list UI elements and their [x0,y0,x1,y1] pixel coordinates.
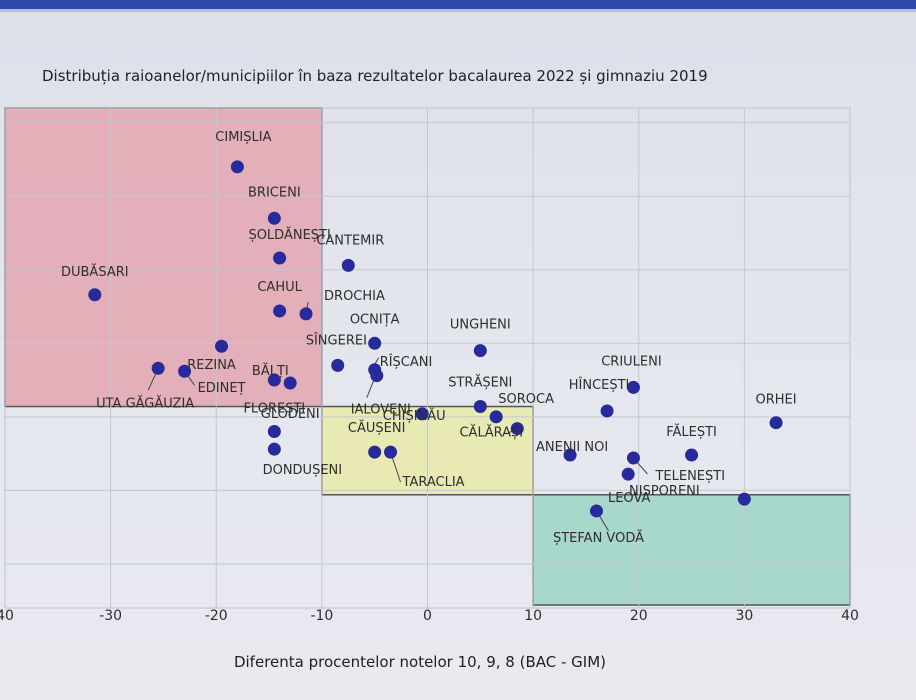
x-tick-label: 20 [630,608,648,624]
data-point [283,376,297,390]
data-points [88,160,783,518]
data-point [267,425,281,439]
point-label: UNGHENI [450,318,511,333]
x-tick-label: 40 [0,608,14,624]
data-point [368,445,382,459]
point-label: SÎNGEREI [306,332,367,348]
x-tick-label: 30 [735,608,753,624]
data-point [267,373,281,387]
x-tick-labels: 40 -30 -20 -10 0 10 20 30 40 [0,608,859,624]
point-label: NISPORENI [629,484,700,499]
point-label: LEOVA [608,491,651,506]
chart-title: Distribuția raioanelor/municipiilor în b… [42,67,708,85]
data-point [769,416,783,430]
x-tick-label: 40 [841,608,859,624]
point-label: ANENII NOI [536,440,608,455]
point-label: UTA GĂGĂUZIA [96,395,194,411]
point-label: CANTEMIR [316,233,384,248]
top-divider [0,9,916,12]
data-point [473,400,487,414]
point-label: SOROCA [498,392,554,407]
x-tick-label: -20 [205,608,228,624]
data-point [267,442,281,456]
point-label: OCNIȚA [350,312,400,327]
point-label: BĂLȚI [252,363,289,379]
point-label: ȘOLDĂNEȘTI [248,227,330,243]
data-point [600,404,614,418]
data-point [273,251,287,265]
data-point [415,407,429,421]
point-label: TARACLIA [402,475,465,490]
data-point [737,492,751,506]
plot-border [4,107,851,609]
point-label: FLOREȘTI [243,402,305,417]
x-tick-label: 0 [423,608,432,624]
data-point [331,358,345,372]
point-label: IALOVENI [351,403,411,418]
point-label: HÎNCEȘTI [569,377,630,393]
data-point [341,258,355,272]
point-label: CĂUȘENI [348,420,406,436]
region-3 [532,494,851,606]
point-label: TELENEȘTI [654,469,725,484]
point-label: DROCHIA [324,289,385,304]
x-tick-label: 10 [524,608,542,624]
region-1 [4,107,323,408]
point-label: GLODENI [261,407,320,422]
point-label: DUBĂSARI [61,264,129,280]
point-label: CĂLĂRAȘI [459,425,523,441]
data-point [151,361,165,375]
top-accent-bar [0,0,916,9]
data-point [473,344,487,358]
data-point [685,448,699,462]
data-point [299,307,313,321]
point-label: RÎȘCANI [380,354,433,370]
data-point [370,369,384,383]
point-label: CRIULENI [601,354,661,369]
point-label: CAHUL [257,280,302,295]
x-tick-label: -30 [99,608,122,624]
data-point [510,422,524,436]
data-point [590,504,603,518]
point-label: REZINA [187,358,236,373]
data-point [230,160,244,174]
point-label: STRĂȘENI [448,375,512,391]
data-point [178,364,192,378]
point-label: ORHEI [756,393,797,408]
data-point [626,380,640,394]
data-point [267,211,281,225]
point-label: EDINEȚ [198,381,246,396]
point-label: CHIȘINĂU [383,408,446,424]
x-tick-label: -10 [310,608,333,624]
point-label: FĂLEȘTI [666,424,717,440]
data-point [563,448,577,462]
data-point [88,288,102,302]
point-label: DONDUȘENI [263,463,343,478]
point-label: BRICENI [248,185,301,200]
data-point [626,451,640,465]
data-point [368,336,382,350]
point-label: CIMIȘLIA [215,130,271,145]
data-point [215,339,229,353]
data-point [384,445,398,459]
x-axis-title: Diferenta procentelor notelor 10, 9, 8 (… [234,653,606,671]
data-point [621,467,635,481]
point-label: ȘTEFAN VODĂ [553,530,644,546]
data-point [489,410,503,424]
data-point [273,304,287,318]
